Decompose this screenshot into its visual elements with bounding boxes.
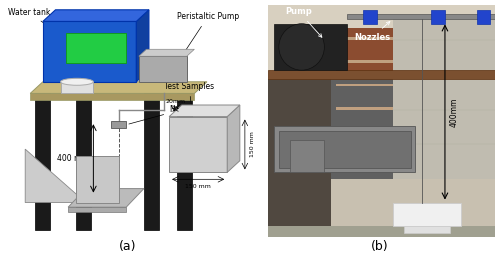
Polygon shape [274, 24, 347, 70]
Polygon shape [43, 10, 149, 21]
Text: (b): (b) [371, 240, 389, 253]
Text: Nozzle: Nozzle [129, 105, 194, 124]
Polygon shape [336, 153, 392, 156]
Polygon shape [25, 149, 86, 203]
Text: 400mm: 400mm [450, 97, 458, 127]
Polygon shape [336, 84, 392, 86]
Polygon shape [139, 56, 187, 82]
Text: 150 mm: 150 mm [185, 184, 211, 189]
Polygon shape [30, 93, 194, 100]
Polygon shape [144, 93, 159, 230]
Polygon shape [290, 140, 324, 172]
Text: Nozzles: Nozzles [354, 22, 390, 42]
Polygon shape [136, 10, 149, 82]
Polygon shape [268, 70, 495, 79]
Polygon shape [169, 117, 227, 172]
Polygon shape [274, 126, 416, 172]
Polygon shape [336, 130, 392, 133]
Polygon shape [336, 60, 392, 63]
Polygon shape [76, 156, 118, 203]
Polygon shape [347, 14, 495, 19]
Ellipse shape [60, 78, 94, 85]
Polygon shape [279, 131, 411, 168]
Polygon shape [336, 37, 392, 40]
Polygon shape [30, 82, 207, 93]
Polygon shape [76, 93, 91, 230]
Text: 400 mm: 400 mm [58, 154, 89, 163]
Polygon shape [66, 33, 126, 63]
Polygon shape [477, 10, 490, 24]
Polygon shape [43, 21, 136, 82]
Polygon shape [363, 10, 376, 24]
Polygon shape [432, 10, 445, 24]
Polygon shape [111, 121, 126, 128]
Text: 20mm: 20mm [166, 99, 186, 104]
Polygon shape [336, 107, 392, 110]
Polygon shape [169, 105, 240, 117]
Circle shape [279, 24, 324, 70]
Polygon shape [268, 79, 495, 179]
Text: Pump: Pump [286, 7, 322, 37]
Text: Water tank: Water tank [8, 8, 50, 25]
Text: Peristaltic Pump: Peristaltic Pump [176, 12, 239, 54]
Polygon shape [392, 203, 461, 226]
Text: Test Samples: Test Samples [164, 82, 214, 130]
Text: (a): (a) [119, 240, 136, 253]
Polygon shape [139, 49, 194, 56]
Polygon shape [36, 93, 51, 230]
Polygon shape [404, 226, 450, 233]
Polygon shape [268, 5, 495, 133]
Polygon shape [176, 93, 192, 230]
Polygon shape [336, 28, 392, 179]
Polygon shape [268, 226, 495, 237]
Text: 150 mm: 150 mm [250, 132, 255, 157]
Polygon shape [68, 189, 144, 207]
Polygon shape [60, 82, 94, 93]
Polygon shape [68, 207, 126, 212]
Polygon shape [268, 79, 331, 237]
Polygon shape [392, 17, 495, 179]
Polygon shape [227, 105, 240, 172]
